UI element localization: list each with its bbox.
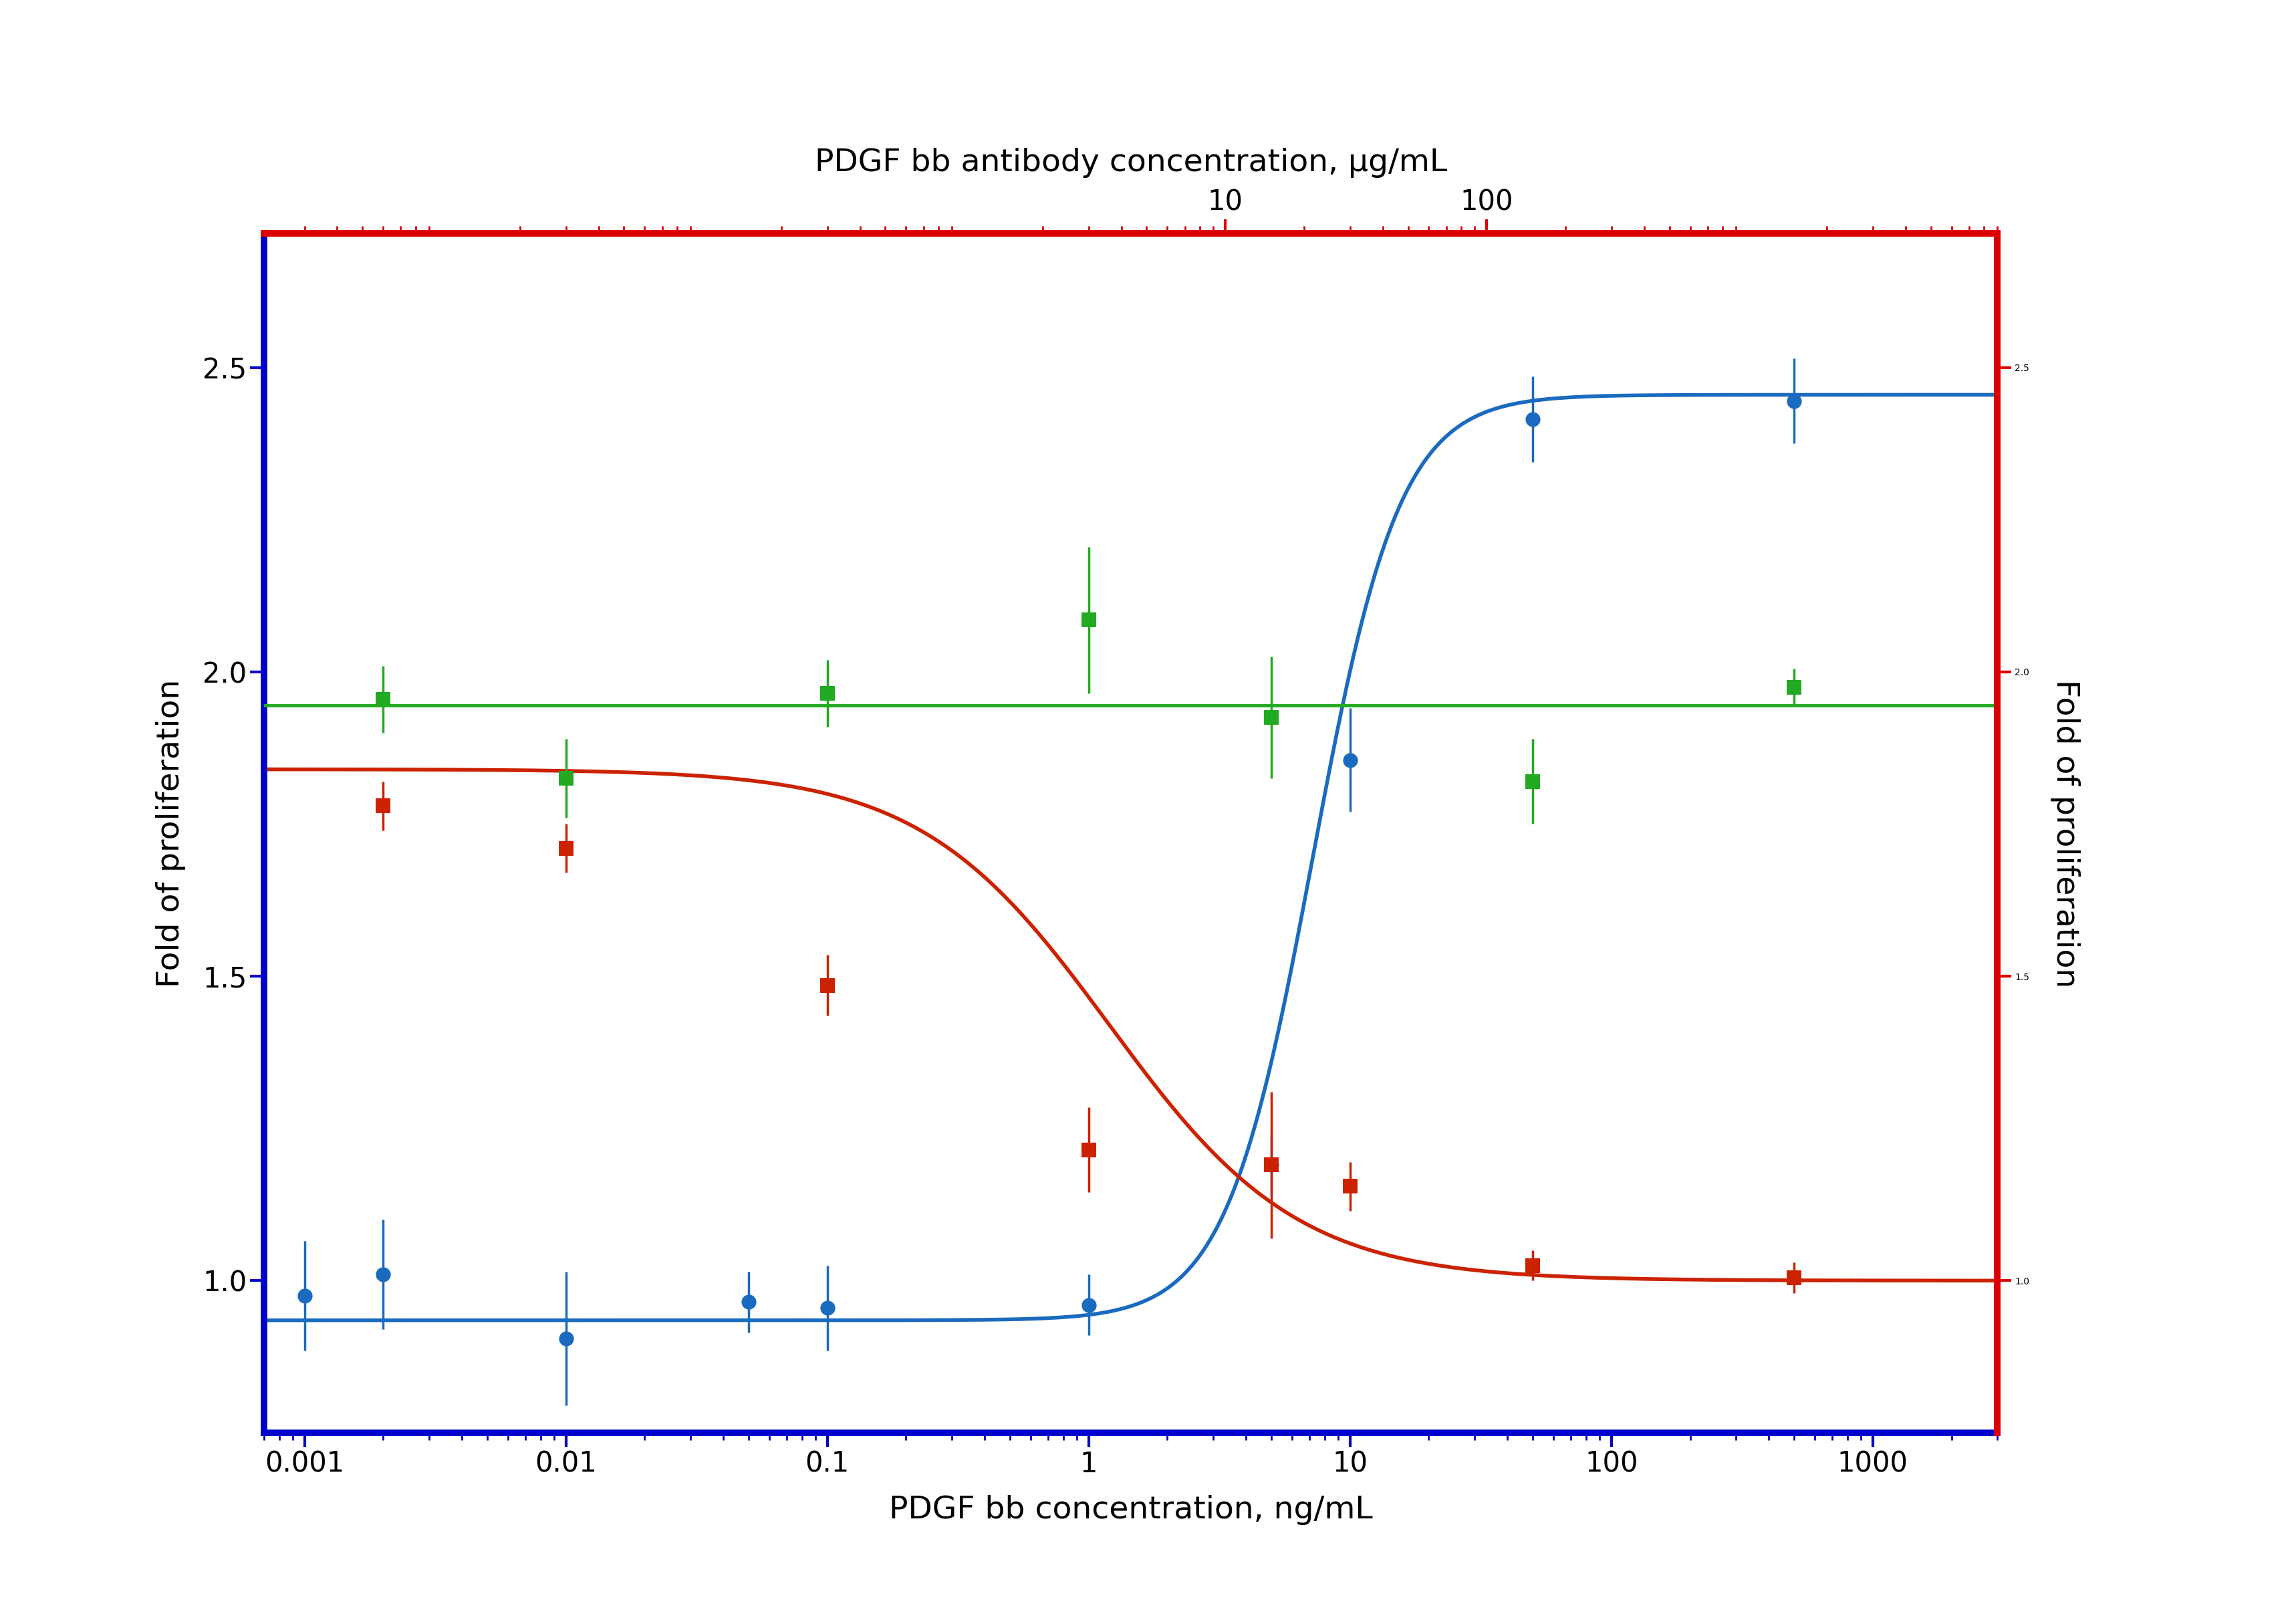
X-axis label: PDGF bb concentration, ng/mL: PDGF bb concentration, ng/mL bbox=[889, 1494, 1373, 1525]
X-axis label: PDGF bb antibody concentration, μg/mL: PDGF bb antibody concentration, μg/mL bbox=[815, 148, 1446, 179]
Y-axis label: Fold of proliferation: Fold of proliferation bbox=[156, 679, 186, 987]
Y-axis label: Fold of proliferation: Fold of proliferation bbox=[2050, 679, 2080, 987]
